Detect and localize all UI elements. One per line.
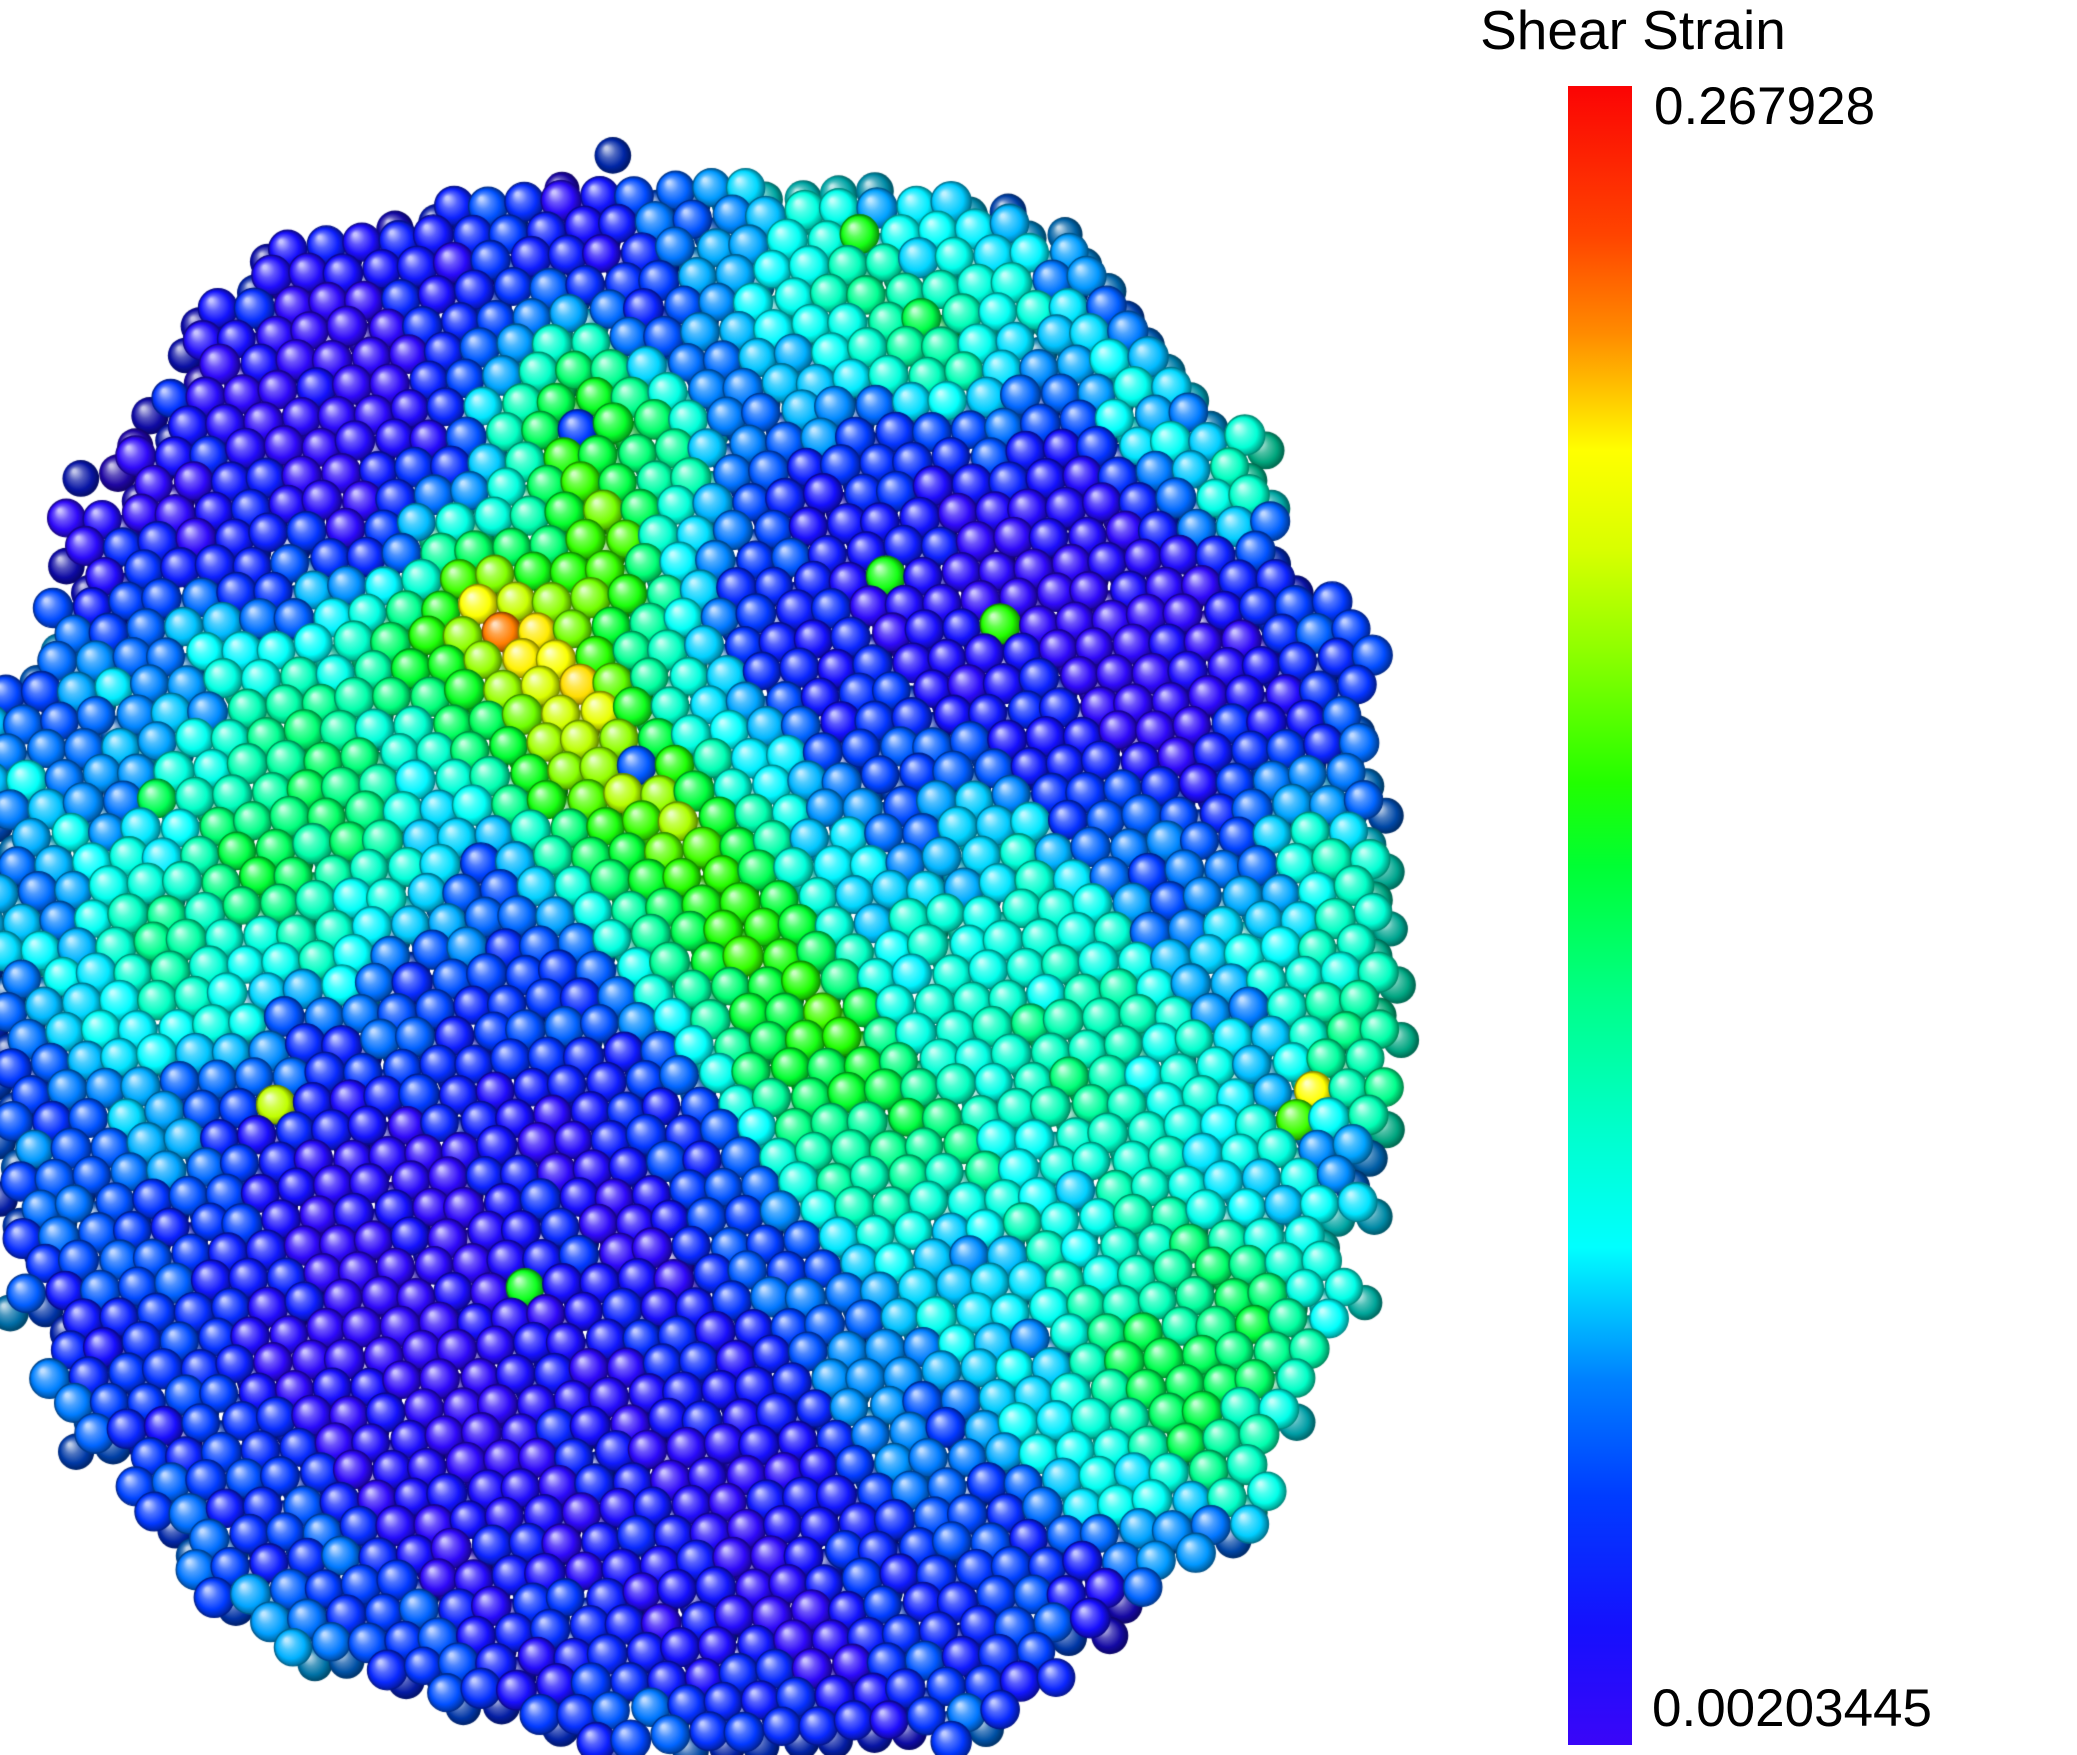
colorbar [1568,86,1632,1745]
colorbar-title: Shear Strain [1480,0,1786,61]
colorbar-max-label: 0.267928 [1654,77,1876,136]
colorbar-min-label: 0.00203445 [1652,1679,1933,1738]
